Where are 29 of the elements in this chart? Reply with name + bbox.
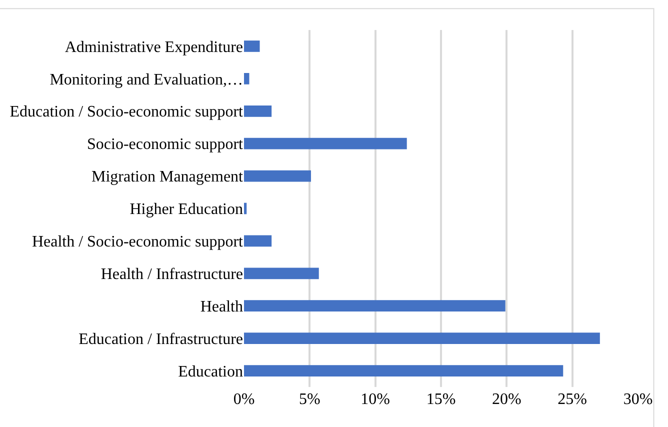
bar [244, 300, 506, 312]
y-tick-label: Administrative Expenditure [64, 38, 243, 56]
bar [244, 73, 250, 84]
y-tick-label: Socio-economic support [87, 136, 244, 154]
x-tick-label: 5% [299, 391, 320, 408]
bar [244, 332, 600, 344]
y-tick-label: Migration Management [91, 168, 244, 186]
y-tick-label: Higher Education [130, 201, 243, 218]
bar [244, 235, 272, 247]
y-tick-label: Health [200, 298, 243, 316]
x-tick-label: 30% [623, 391, 653, 408]
x-tick-label: 15% [426, 391, 456, 408]
y-tick-label: Monitoring and Evaluation,… [50, 71, 243, 88]
y-tick-label: Health / Socio-economic support [32, 234, 244, 251]
bar [244, 40, 260, 52]
y-tick-label: Education [178, 363, 243, 380]
x-tick-label: 10% [360, 391, 390, 408]
x-tick-label: 20% [492, 391, 522, 408]
bar [244, 365, 564, 376]
y-tick-label: Education / Infrastructure [78, 330, 243, 348]
x-tick-label: 25% [558, 391, 587, 408]
bar [244, 105, 272, 117]
y-tick-label: Health / Infrastructure [100, 266, 243, 284]
bar [244, 170, 311, 182]
x-tick-label: 0% [233, 391, 255, 408]
bar [244, 268, 319, 280]
y-tick-label: Education / Socio-economic support [10, 104, 244, 121]
bar [244, 138, 407, 150]
bar [244, 202, 247, 214]
